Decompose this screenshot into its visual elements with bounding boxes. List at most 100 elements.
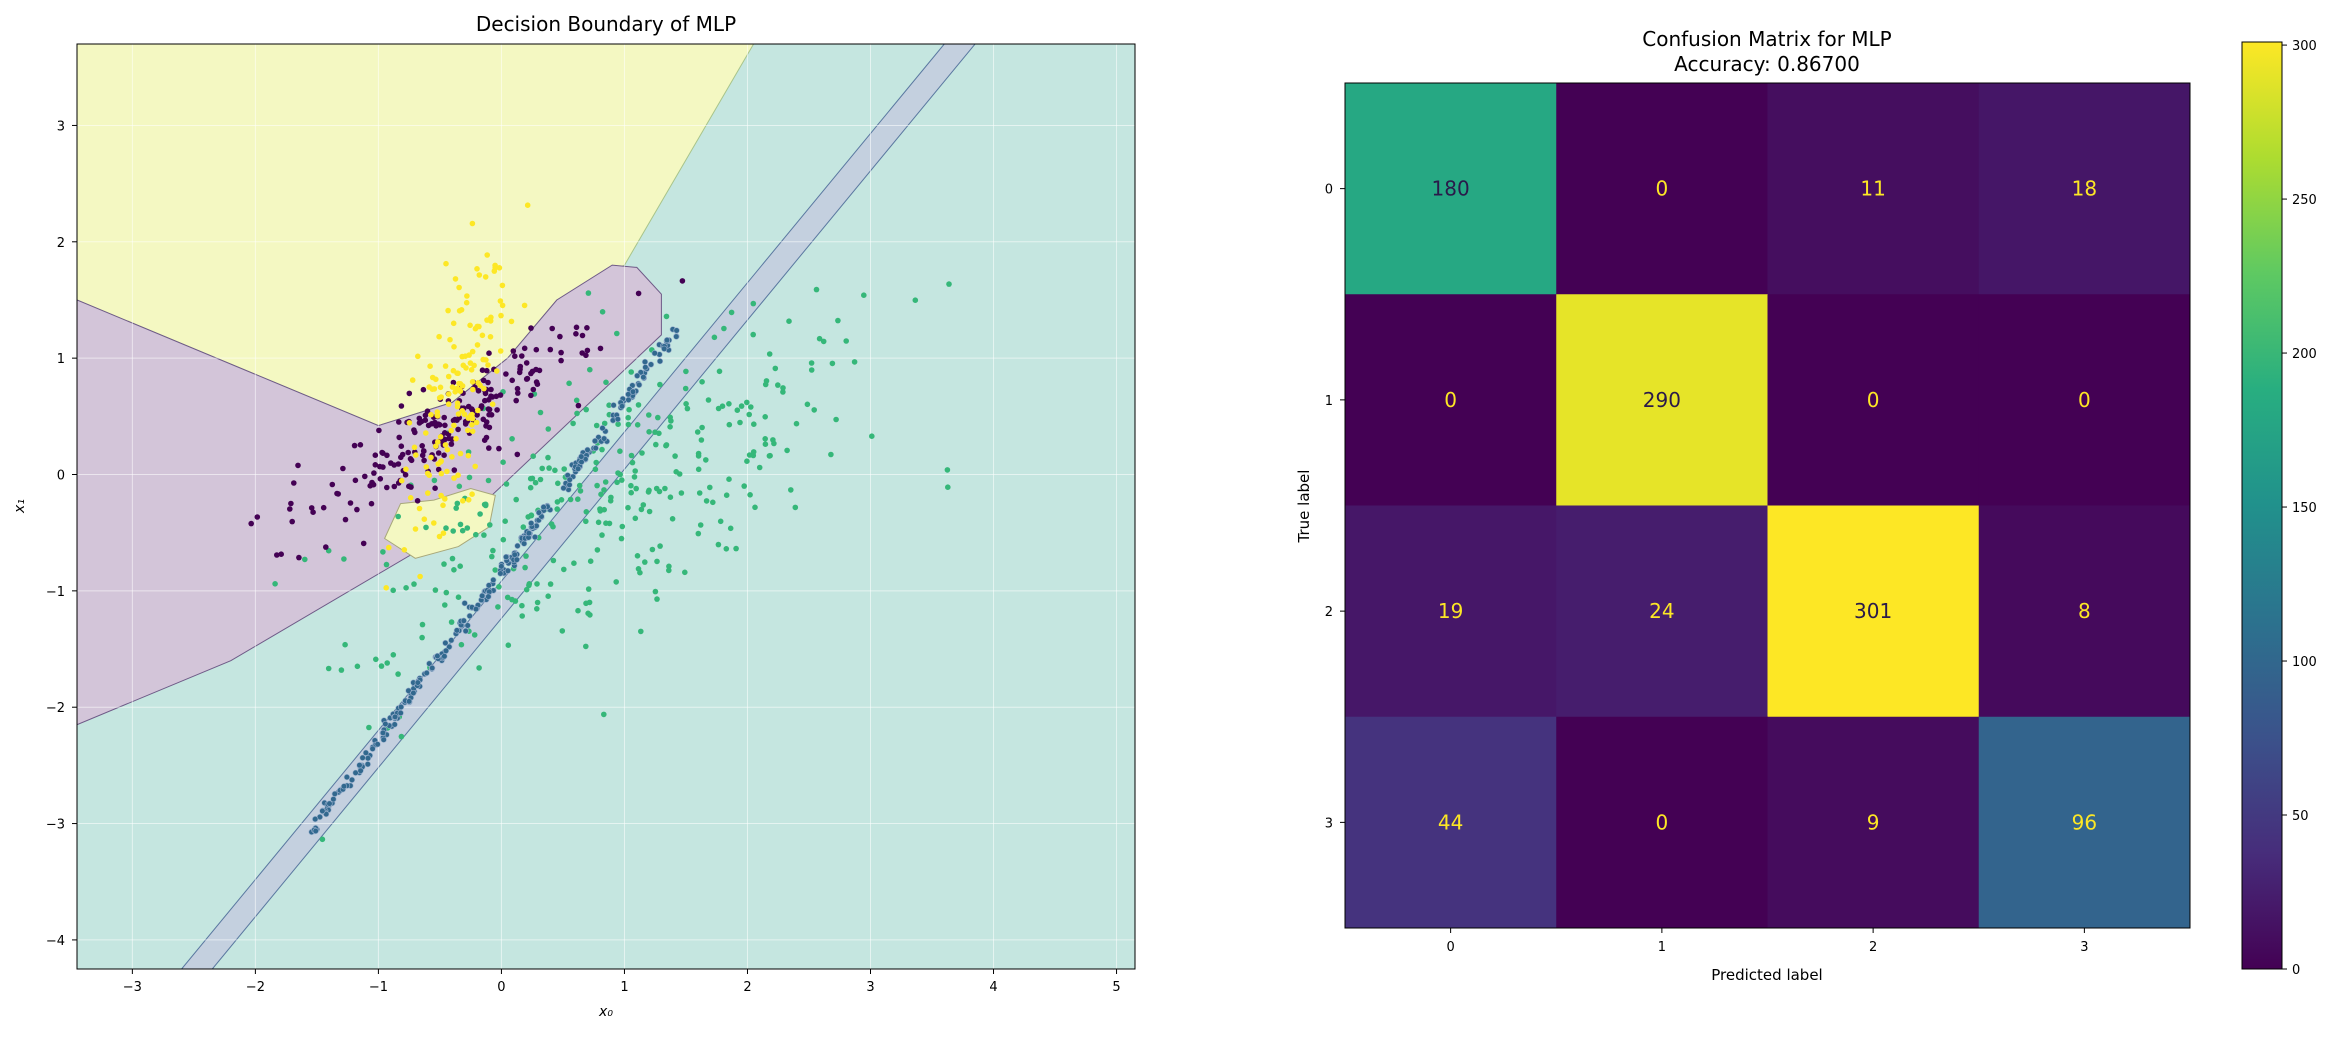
- x-tick-label: 4: [989, 980, 997, 995]
- scatter-point: [528, 520, 535, 527]
- scatter-point: [487, 334, 494, 340]
- scatter-point: [524, 202, 531, 208]
- scatter-point: [780, 389, 786, 395]
- scatter-point: [442, 422, 448, 429]
- scatter-point: [471, 632, 478, 638]
- scatter-point: [861, 292, 867, 299]
- scatter-point: [382, 720, 389, 728]
- scatter-point: [668, 418, 674, 424]
- scatter-point: [750, 300, 757, 307]
- scatter-point: [726, 476, 732, 483]
- scatter-point: [453, 505, 460, 511]
- scatter-point: [559, 628, 566, 634]
- scatter-point: [391, 721, 398, 728]
- scatter-point: [601, 711, 607, 718]
- scatter-point: [554, 506, 560, 512]
- scatter-point: [341, 556, 347, 562]
- scatter-point: [716, 368, 723, 375]
- scatter-point: [438, 492, 444, 499]
- scatter-point: [726, 401, 732, 407]
- scatter-point: [377, 476, 384, 482]
- confusion-cell: [1345, 716, 1557, 929]
- scatter-point: [599, 532, 605, 538]
- scatter-point: [442, 647, 450, 654]
- scatter-point: [557, 333, 563, 340]
- scatter-point: [602, 479, 609, 485]
- scatter-point: [449, 384, 456, 390]
- scatter-point: [509, 596, 515, 603]
- scatter-point: [406, 698, 413, 705]
- scatter-point: [843, 338, 849, 344]
- scatter-point: [663, 442, 669, 449]
- confusion-cell: [1978, 294, 2191, 506]
- scatter-point: [476, 665, 482, 671]
- scatter-point: [498, 563, 505, 570]
- scatter-point: [459, 527, 466, 534]
- scatter-point: [457, 450, 464, 457]
- scatter-point: [368, 500, 375, 507]
- scatter-point: [445, 307, 451, 314]
- scatter-point: [545, 426, 552, 432]
- scatter-point: [488, 412, 495, 418]
- scatter-point: [455, 472, 461, 479]
- scatter-point: [523, 376, 530, 382]
- cm-x-tick-label: 2: [1869, 940, 1877, 955]
- scatter-point: [574, 410, 580, 417]
- scatter-point: [420, 386, 427, 393]
- scatter-point: [762, 436, 768, 442]
- scatter-point: [465, 403, 472, 410]
- scatter-point: [628, 369, 634, 375]
- scatter-point: [431, 477, 438, 484]
- scatter-point: [788, 487, 794, 493]
- scatter-point: [395, 461, 402, 467]
- scatter-point: [473, 531, 479, 538]
- scatter-point: [610, 402, 617, 409]
- scatter-point: [408, 457, 415, 464]
- scatter-point: [431, 520, 437, 526]
- scatter-point: [478, 403, 485, 409]
- scatter-point: [468, 367, 475, 373]
- scatter-point: [577, 488, 584, 494]
- confusion-cell: [1345, 505, 1557, 718]
- scatter-point: [435, 450, 442, 456]
- scatter-point: [492, 264, 499, 271]
- scatter-point: [342, 516, 349, 523]
- scatter-point: [552, 467, 558, 474]
- scatter-point: [432, 419, 438, 426]
- scatter-point: [697, 522, 704, 528]
- scatter-point: [440, 530, 447, 536]
- scatter-point: [673, 327, 680, 334]
- scatter-point: [484, 367, 490, 374]
- scatter-point: [656, 358, 664, 365]
- scatter-point: [448, 637, 455, 644]
- scatter-point: [603, 520, 609, 526]
- scatter-point: [615, 470, 621, 476]
- scatter-point: [340, 465, 346, 472]
- scatter-point: [579, 332, 586, 339]
- scatter-point: [515, 390, 521, 396]
- colorbar-tick-label: 200: [2292, 347, 2317, 362]
- scatter-point: [517, 363, 524, 370]
- confusion-title: Confusion Matrix for MLP: [1642, 27, 1891, 51]
- scatter-point: [587, 558, 594, 564]
- scatter-point: [374, 741, 381, 748]
- scatter-point: [512, 353, 518, 360]
- scatter-point: [390, 587, 397, 594]
- scatter-point: [641, 358, 649, 366]
- scatter-point: [534, 606, 540, 612]
- scatter-point: [456, 284, 462, 291]
- scatter-point: [362, 749, 370, 756]
- scatter-point: [699, 424, 705, 431]
- scatter-point: [354, 506, 360, 513]
- x-tick-label: 2: [743, 980, 751, 995]
- scatter-point: [676, 471, 683, 477]
- scatter-point: [497, 298, 504, 304]
- scatter-point: [396, 419, 402, 425]
- scatter-point: [534, 381, 541, 388]
- scatter-point: [558, 357, 564, 364]
- confusion-cell: [1978, 505, 2191, 718]
- scatter-point: [409, 377, 416, 383]
- scatter-point: [539, 465, 545, 472]
- x-tick-label: −3: [123, 980, 142, 995]
